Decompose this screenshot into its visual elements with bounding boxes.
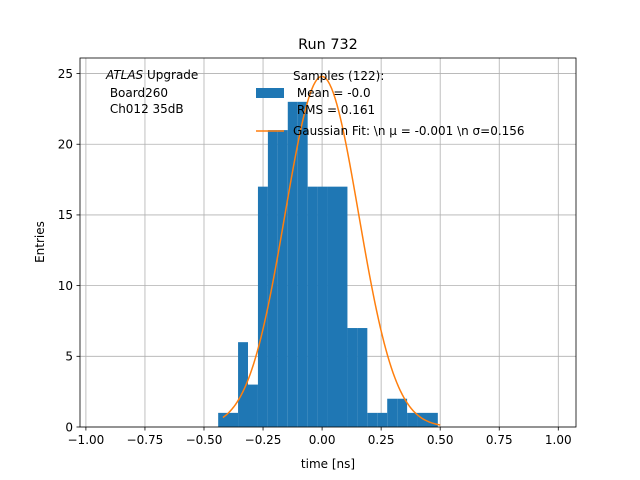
x-tick-label: 0.50	[427, 433, 454, 447]
histogram-bar	[248, 384, 258, 427]
x-tick-label: 0.75	[486, 433, 513, 447]
y-axis-ticks: 0 5 10 15 20 25	[58, 67, 80, 434]
annotation-line-3: Ch012 35dB	[106, 102, 184, 116]
histogram-bar	[367, 412, 378, 427]
y-tick-label: 15	[58, 208, 73, 222]
plot-frame	[79, 57, 577, 428]
histogram-bar	[347, 328, 358, 427]
y-tick-label: 10	[58, 279, 73, 293]
x-tick-label: 0.00	[309, 433, 336, 447]
legend-fit-label: Gaussian Fit: \n μ = -0.001 \n σ=0.156	[293, 124, 525, 138]
histogram-bar	[287, 101, 298, 428]
y-tick-label: 25	[58, 67, 73, 81]
x-tick-label: 1.00	[545, 433, 572, 447]
histogram-bar	[417, 412, 427, 427]
x-axis-label: time [ns]	[301, 457, 355, 471]
histogram-bar	[327, 186, 338, 427]
histogram-bar	[218, 412, 239, 427]
gaussian-fit-layer	[222, 75, 441, 426]
x-tick-label: −0.25	[245, 433, 282, 447]
histogram-bar	[277, 130, 288, 427]
gaussian-fit-curve	[222, 75, 441, 426]
chart-title: Run 732	[298, 37, 358, 53]
x-tick-label: 0.25	[368, 433, 395, 447]
x-tick-label: −0.75	[127, 433, 164, 447]
histogram-bar	[357, 328, 368, 427]
y-tick-label: 20	[58, 138, 73, 152]
x-tick-label: −0.50	[186, 433, 223, 447]
y-tick-label: 5	[65, 350, 73, 364]
histogram-bar	[257, 186, 268, 427]
x-axis-ticks: −1.00 −0.75 −0.50 −0.25 0.00 0.25 0.50 0.75 1.00	[68, 427, 572, 447]
legend-samples-line-3: RMS = 0.161	[293, 103, 375, 117]
histogram-bar	[337, 186, 348, 427]
y-axis-label: Entries	[33, 221, 47, 263]
annotation-line-2: Board260	[106, 86, 168, 100]
legend-samples-line-2: Mean = -0.0	[293, 86, 371, 100]
histogram-bar	[238, 342, 249, 427]
histogram-bar	[377, 412, 388, 427]
legend-samples-swatch	[256, 88, 284, 98]
legend-samples-line-1: Samples (122):	[293, 69, 384, 83]
legend: Samples (122): Mean = -0.0 RMS = 0.161 G…	[256, 69, 525, 138]
histogram-bar	[407, 412, 418, 427]
y-tick-label: 0	[65, 420, 73, 434]
x-tick-label: −1.00	[68, 433, 105, 447]
atlas-annotation: ATLAS Upgrade Board260 Ch012 35dB	[105, 68, 198, 116]
histogram-bar	[397, 398, 408, 427]
histogram-bar	[317, 186, 328, 427]
annotation-line-1: ATLAS Upgrade	[105, 68, 198, 82]
histogram-bar	[297, 101, 308, 428]
histogram-bar	[387, 398, 398, 427]
histogram-bar	[426, 412, 438, 427]
histogram-bar	[307, 186, 318, 427]
